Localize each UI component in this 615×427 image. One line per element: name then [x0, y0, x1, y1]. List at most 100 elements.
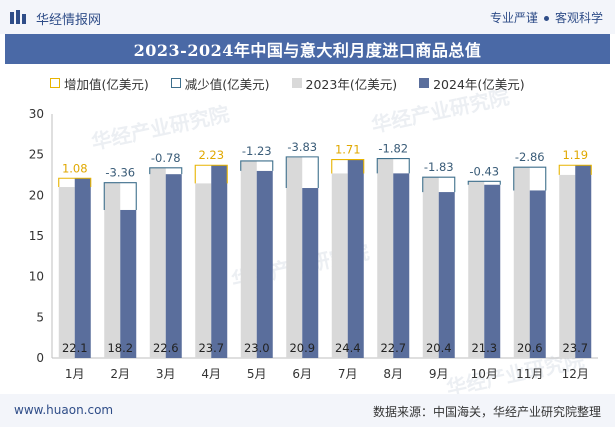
x-tick-label: 8月 [383, 367, 403, 381]
bar-2024 [393, 173, 410, 358]
change-bracket [103, 182, 137, 210]
x-tick-label: 11月 [516, 367, 543, 381]
change-bracket [558, 164, 592, 175]
header-bar: 华经情报网 专业严谨 客观科学 [0, 0, 615, 34]
bar-2024 [211, 165, 228, 358]
value-label-2024: 23.0 [244, 341, 270, 355]
bar-2024 [484, 184, 501, 358]
change-bracket [194, 164, 228, 184]
x-tick-label: 5月 [247, 367, 267, 381]
legend-2023: 2023年(亿美元) [291, 74, 398, 93]
brand-name: 华经情报网 [36, 13, 102, 28]
bar-2023 [559, 174, 576, 358]
slogan-left: 专业严谨 [489, 11, 538, 25]
change-label: 2.23 [198, 148, 224, 162]
bar-2024 [529, 190, 546, 358]
site-url: www.huaon.com [14, 403, 114, 417]
dot-icon [543, 16, 549, 21]
bar-2023 [286, 156, 303, 358]
chart-title: 2023-2024年中国与意大利月度进口商品总值 [133, 41, 482, 60]
value-label-2024: 23.7 [198, 341, 224, 355]
bar-2023 [104, 182, 121, 358]
x-tick-label: 12月 [562, 367, 589, 381]
value-label-2024: 18.2 [107, 341, 133, 355]
legend-decrease-label: 减少值(亿美元) [184, 76, 270, 92]
change-bracket [422, 176, 456, 193]
y-tick-label: 10 [29, 270, 44, 284]
legend: 增加值(亿美元) 减少值(亿美元) 2023年(亿美元) 2024年(亿美元) [50, 73, 547, 93]
legend-increase-swatch [50, 78, 60, 88]
change-label: -3.36 [105, 166, 135, 180]
value-label-2024: 22.1 [62, 341, 88, 355]
change-bracket [376, 158, 410, 174]
legend-decrease-swatch [170, 78, 181, 88]
bar-2024 [302, 188, 319, 358]
legend-increase-label: 增加值(亿美元) [64, 76, 149, 92]
value-label-2024: 23.7 [562, 341, 588, 355]
value-label-2024: 20.4 [426, 341, 452, 355]
change-bracket [513, 166, 547, 191]
value-label-2024: 24.4 [335, 341, 361, 355]
bar-2023 [149, 167, 166, 358]
legend-2023-label: 2023年(亿美元) [305, 76, 398, 92]
change-label: -1.82 [378, 142, 408, 156]
change-label: -0.43 [469, 164, 499, 178]
x-tick-label: 9月 [429, 367, 449, 381]
y-tick-label: 25 [29, 148, 44, 162]
legend-2024-label: 2024年(亿美元) [433, 76, 525, 92]
bar-2024 [120, 209, 137, 358]
change-label: -1.23 [242, 144, 272, 158]
value-label-2024: 20.9 [289, 341, 315, 355]
data-source: 数据来源：中国海关，华经产业研究院整理 [372, 405, 601, 419]
footer-bar: www.huaon.com 数据来源：中国海关，华经产业研究院整理 [0, 394, 615, 427]
y-tick-label: 20 [29, 188, 44, 202]
bar-2023 [58, 187, 75, 358]
x-tick-label: 4月 [201, 367, 221, 381]
logo-icon [10, 10, 26, 24]
legend-decrease: 减少值(亿美元) [170, 74, 270, 93]
legend-increase: 增加值(亿美元) [50, 74, 149, 93]
chart-plot: 0 5 10 15 20 25 30 1.08 22.1 1月 -3.36 18.2 2月 -0.78 22… [29, 107, 598, 381]
bar-2024 [74, 178, 91, 358]
bar-2024 [347, 159, 364, 358]
bar-2023 [195, 183, 212, 358]
change-bracket [331, 158, 365, 174]
value-label-2024: 20.6 [517, 341, 543, 355]
title-bar: 2023-2024年中国与意大利月度进口商品总值 [5, 34, 610, 64]
y-tick-label: 5 [36, 310, 44, 324]
x-tick-label: 6月 [292, 367, 312, 381]
bar-2024 [256, 170, 273, 358]
slogan: 专业严谨 客观科学 [490, 9, 603, 26]
x-tick-label: 2月 [110, 367, 130, 381]
value-label-2024: 21.3 [471, 341, 497, 355]
legend-2023-swatch [291, 78, 302, 88]
value-label-2024: 22.7 [380, 341, 406, 355]
change-label: -0.78 [151, 151, 181, 165]
bar-2024 [165, 174, 182, 358]
value-label-2024: 22.6 [153, 341, 179, 355]
change-label: 1.19 [562, 148, 588, 162]
y-tick-label: 0 [36, 351, 44, 365]
change-label: -3.83 [287, 140, 317, 154]
change-label: 1.08 [62, 161, 88, 175]
change-bracket [240, 160, 274, 171]
change-label: -2.86 [515, 150, 545, 164]
bar-2024 [575, 165, 592, 358]
slogan-right: 客观科学 [554, 11, 603, 25]
bar-2023 [513, 167, 530, 358]
x-tick-label: 7月 [338, 367, 358, 381]
bar-2023 [422, 177, 439, 358]
bar-2024 [438, 192, 455, 358]
bar-2023 [331, 173, 348, 358]
x-tick-label: 10月 [471, 367, 498, 381]
change-label: 1.71 [335, 143, 361, 157]
change-bracket [58, 177, 92, 188]
bar-2023 [468, 181, 485, 358]
bar-2023 [240, 160, 257, 358]
y-tick-label: 15 [29, 229, 44, 243]
x-tick-label: 3月 [156, 367, 176, 381]
legend-2024-swatch [419, 78, 430, 88]
y-tick-label: 30 [29, 107, 44, 121]
change-label: -1.83 [424, 160, 454, 174]
